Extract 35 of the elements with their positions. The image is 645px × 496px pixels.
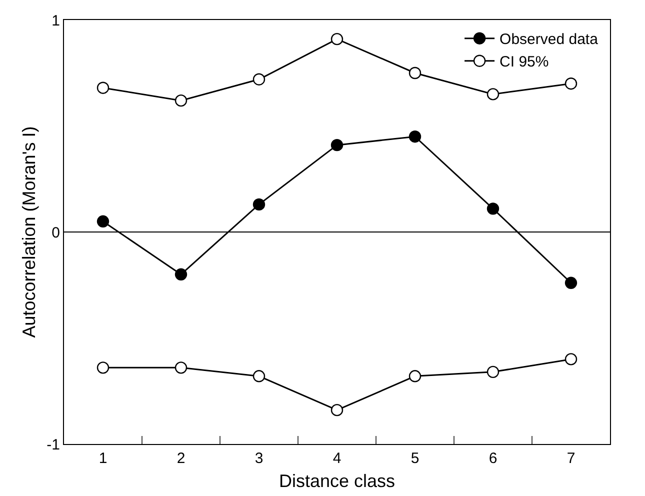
legend-label: Observed data bbox=[500, 31, 599, 48]
point bbox=[564, 353, 578, 366]
y-axis-title: Autocorrelation (Moran's I) bbox=[18, 126, 39, 338]
y-tick-label: 0 bbox=[52, 224, 60, 242]
point bbox=[486, 366, 500, 378]
x-tick-label: 7 bbox=[566, 450, 576, 467]
point bbox=[252, 370, 266, 382]
x-tick-label: 4 bbox=[332, 450, 342, 467]
point bbox=[174, 268, 188, 280]
x-axis-title: Distance class bbox=[278, 471, 396, 492]
point bbox=[486, 88, 500, 100]
x-tick-label: 3 bbox=[254, 450, 264, 467]
y-tick-label: -1 bbox=[46, 436, 60, 454]
point bbox=[174, 94, 188, 107]
point bbox=[252, 198, 266, 211]
point bbox=[408, 130, 422, 143]
y-tick-label: 1 bbox=[52, 12, 60, 30]
point bbox=[96, 82, 110, 94]
point bbox=[252, 73, 266, 86]
point bbox=[174, 362, 188, 374]
point bbox=[486, 202, 500, 215]
point bbox=[96, 215, 110, 228]
point bbox=[408, 66, 422, 80]
x-tick-label: 1 bbox=[98, 450, 108, 467]
point bbox=[564, 276, 578, 289]
legend-label: CI 95% bbox=[500, 54, 549, 71]
point bbox=[330, 138, 344, 152]
point bbox=[330, 32, 344, 46]
point bbox=[96, 362, 110, 374]
point bbox=[330, 404, 344, 416]
point bbox=[564, 78, 578, 90]
x-tick-label: 5 bbox=[410, 450, 420, 467]
x-tick-label: 2 bbox=[176, 450, 186, 467]
x-tick-label: 6 bbox=[488, 450, 498, 467]
point bbox=[408, 370, 422, 382]
